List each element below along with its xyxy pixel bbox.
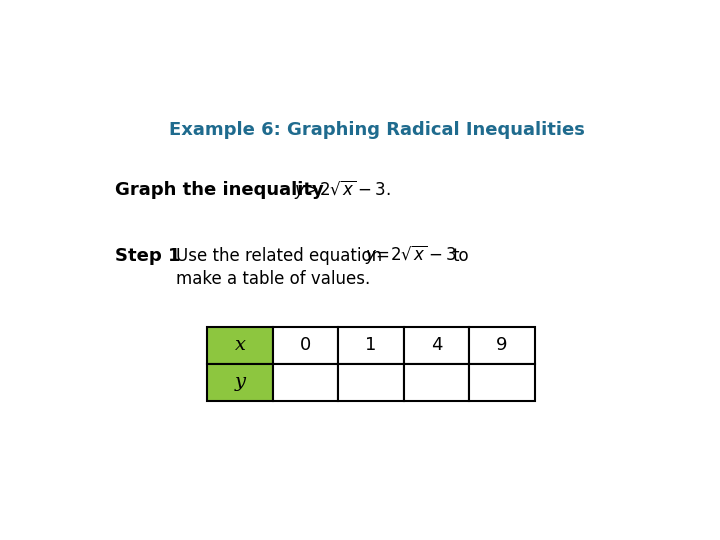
Text: Use the related equation: Use the related equation xyxy=(176,247,382,265)
Bar xyxy=(469,363,534,401)
Bar xyxy=(469,327,534,363)
Text: to: to xyxy=(452,247,469,265)
Text: Example 6: Graphing Radical Inequalities: Example 6: Graphing Radical Inequalities xyxy=(168,122,585,139)
Bar xyxy=(404,327,469,363)
Bar xyxy=(338,327,404,363)
Bar xyxy=(404,363,469,401)
Text: 4: 4 xyxy=(431,336,442,354)
Text: x: x xyxy=(235,336,246,354)
Text: y: y xyxy=(235,373,246,391)
Text: 1: 1 xyxy=(365,336,377,354)
Text: 0: 0 xyxy=(300,336,311,354)
Text: 9: 9 xyxy=(496,336,508,354)
Text: Graph the inequality: Graph the inequality xyxy=(115,181,324,199)
Bar xyxy=(338,363,404,401)
Bar xyxy=(273,363,338,401)
Text: Step 1: Step 1 xyxy=(115,247,181,265)
Bar xyxy=(207,327,273,363)
Bar xyxy=(273,327,338,363)
Text: make a table of values.: make a table of values. xyxy=(176,270,371,288)
Bar xyxy=(207,363,273,401)
Text: $y\!>\!2\sqrt{x}-3.$: $y\!>\!2\sqrt{x}-3.$ xyxy=(294,178,391,201)
Text: $y\!=\!2\sqrt{x}-3$: $y\!=\!2\sqrt{x}-3$ xyxy=(365,242,457,266)
